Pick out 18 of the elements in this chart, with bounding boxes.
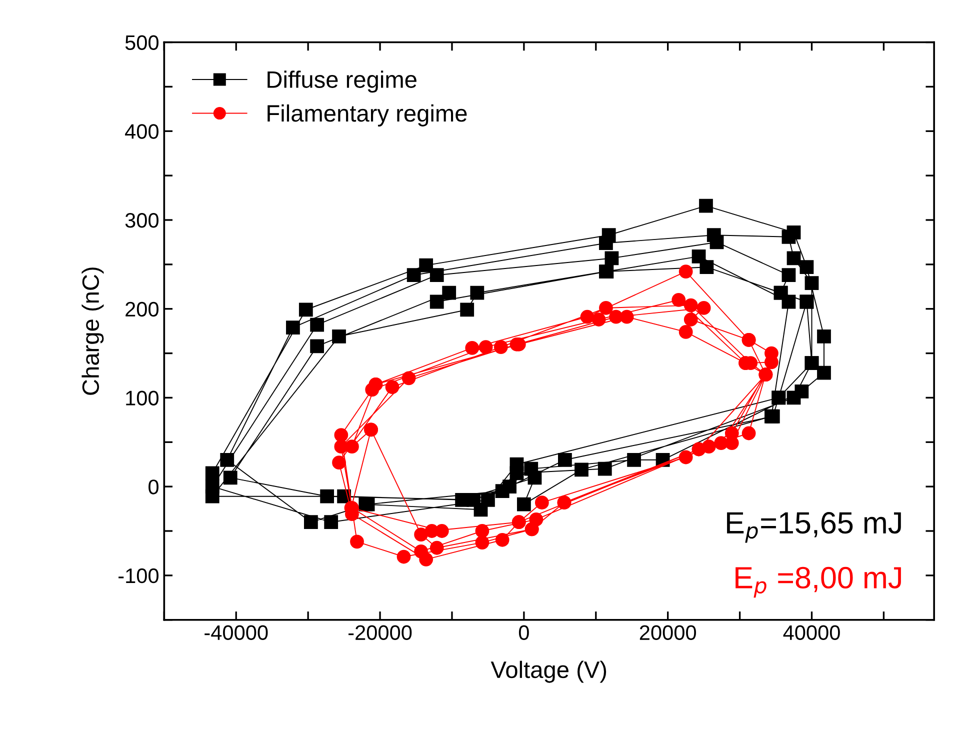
legend-label: Filamentary regime <box>268 104 467 126</box>
y-tick-label: 100 <box>126 390 158 406</box>
y-tick-label: 500 <box>125 35 158 50</box>
x-tick-label: -40000 <box>204 625 268 640</box>
annotation: E$_{p}$ =8,00 mJ <box>736 566 901 598</box>
x-tick-label: 40000 <box>783 625 840 640</box>
x-tick-label: -20000 <box>348 625 412 640</box>
legend-label: Diffuse regime <box>268 70 416 93</box>
y-tick-label: 300 <box>125 212 158 228</box>
annotation: E$_{p}$=15,65 mJ <box>727 512 901 543</box>
y-tick-label: 400 <box>125 124 158 139</box>
y-axis-title: Charge (nC) <box>82 268 104 395</box>
y-tick-label: 200 <box>126 302 158 317</box>
y-tick-label: 0 <box>148 480 158 494</box>
x-tick-label: 20000 <box>640 625 696 640</box>
y-tick-label: -100 <box>118 568 158 584</box>
x-tick-label: 0 <box>518 625 529 640</box>
x-axis-title: Voltage (V) <box>490 660 606 683</box>
